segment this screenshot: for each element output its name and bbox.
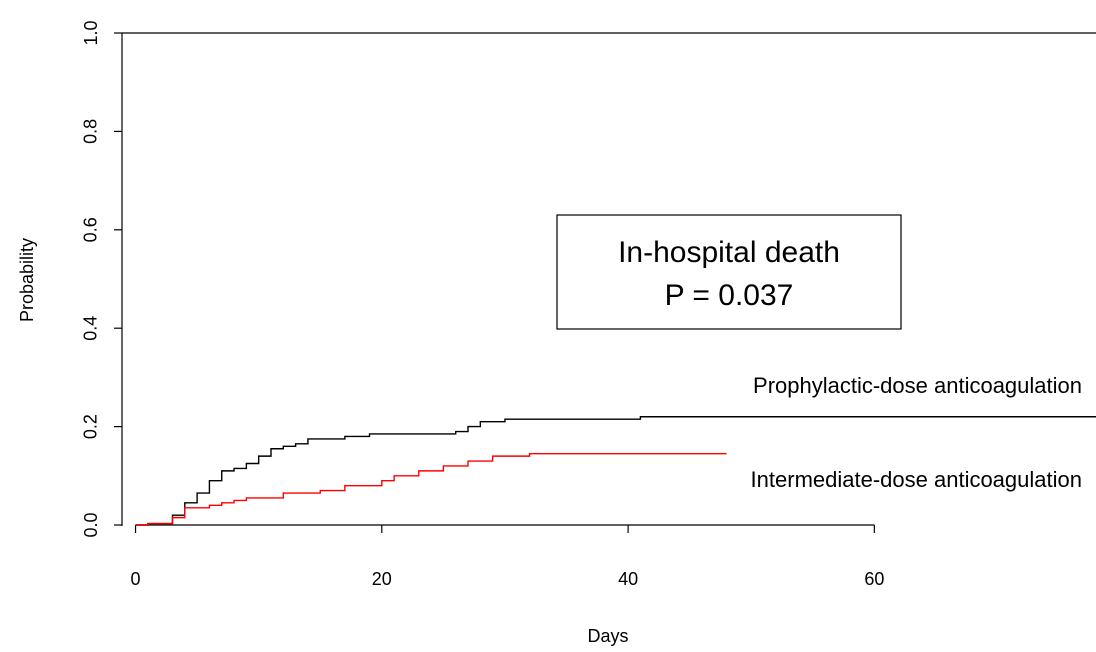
- y-tick-label: 0.6: [81, 217, 101, 242]
- y-tick-label: 1.0: [81, 20, 101, 45]
- x-tick-label: 40: [618, 569, 638, 589]
- series-label: Prophylactic-dose anticoagulation: [753, 373, 1082, 398]
- y-tick-label: 0.2: [81, 414, 101, 439]
- annotation-box: [556, 214, 902, 330]
- series-line: [135, 452, 727, 526]
- y-tick-label: 0.8: [81, 119, 101, 144]
- series-line: [135, 416, 1096, 526]
- x-axis-label: Days: [587, 626, 628, 646]
- x-tick-label: 60: [864, 569, 884, 589]
- annotation: In-hospital death: [618, 236, 840, 269]
- y-axis-label: Probability: [17, 238, 37, 322]
- y-tick-label: 0.4: [81, 316, 101, 341]
- x-tick-label: 0: [131, 569, 141, 589]
- x-tick-label: 20: [372, 569, 392, 589]
- y-tick-label: 0.0: [81, 512, 101, 537]
- series-label: Intermediate-dose anticoagulation: [751, 467, 1082, 492]
- annotation: P = 0.037: [665, 279, 794, 312]
